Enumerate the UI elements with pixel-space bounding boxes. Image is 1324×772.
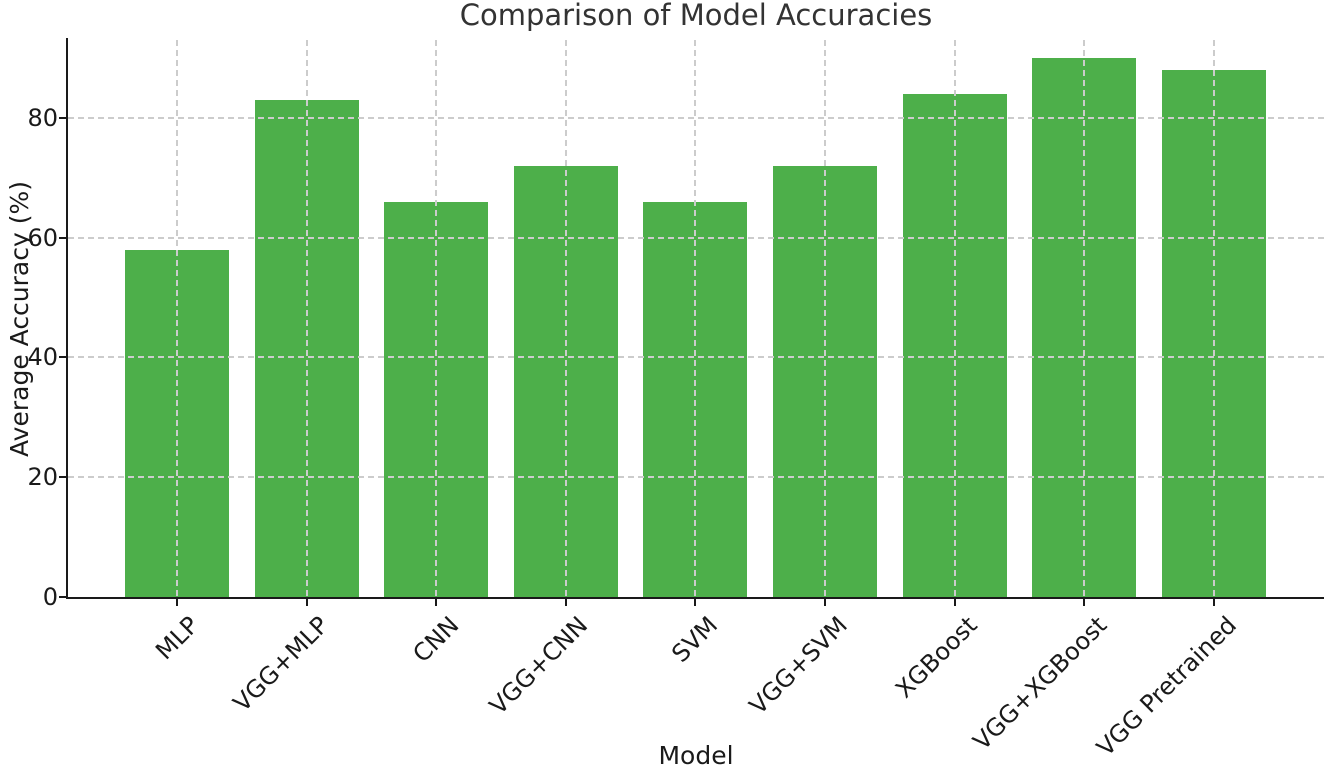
- bar: [643, 201, 748, 597]
- y-tick-mark: [59, 356, 67, 359]
- x-tick-mark: [1083, 599, 1086, 606]
- x-tick-mark: [824, 599, 826, 606]
- x-tick-mark: [953, 599, 956, 606]
- bars-layer: [68, 40, 1324, 597]
- y-tick-label: 80: [27, 103, 58, 132]
- y-tick-mark: [59, 476, 67, 479]
- x-tick-label: VGG+CNN: [484, 611, 594, 721]
- y-axis-spine: [66, 38, 69, 597]
- bar: [125, 249, 229, 597]
- x-tick-label: VGG+XGBoost: [967, 611, 1113, 756]
- y-tick-label: 40: [27, 343, 58, 372]
- x-axis-label: Model: [658, 741, 734, 770]
- bar: [902, 93, 1007, 597]
- x-axis-spine: [66, 597, 1324, 600]
- x-tick-label: CNN: [406, 611, 465, 669]
- y-tick-label: 0: [42, 583, 58, 611]
- chart-title: Comparison of Model Accuracies: [459, 0, 933, 32]
- bar: [384, 201, 489, 597]
- x-tick-label: XGBoost: [889, 611, 983, 704]
- bar: [773, 165, 877, 597]
- x-tick-label: VGG+MLP: [228, 611, 335, 718]
- x-tick-mark: [305, 599, 308, 606]
- y-tick-mark: [59, 236, 67, 239]
- bar: [513, 165, 618, 597]
- x-tick-label: VGG+SVM: [743, 611, 853, 720]
- x-axis-label-box: Model: [68, 741, 1324, 770]
- bar: [254, 99, 359, 597]
- y-tick-label: 20: [27, 463, 58, 492]
- x-tick-mark: [176, 599, 178, 606]
- y-tick-mark: [59, 116, 67, 119]
- bar: [1161, 69, 1266, 597]
- x-tick-mark: [694, 599, 697, 606]
- x-tick-label: MLP: [150, 611, 205, 666]
- y-tick-mark: [59, 596, 67, 598]
- bar: [1032, 57, 1137, 597]
- x-tick-mark: [435, 599, 438, 606]
- x-tick-label: VGG Pretrained: [1090, 611, 1242, 762]
- x-tick-label: SVM: [666, 611, 724, 668]
- x-tick-mark: [564, 599, 567, 606]
- y-tick-label: 60: [27, 223, 58, 252]
- x-tick-mark: [1212, 599, 1215, 606]
- plot-area: [66, 38, 1324, 600]
